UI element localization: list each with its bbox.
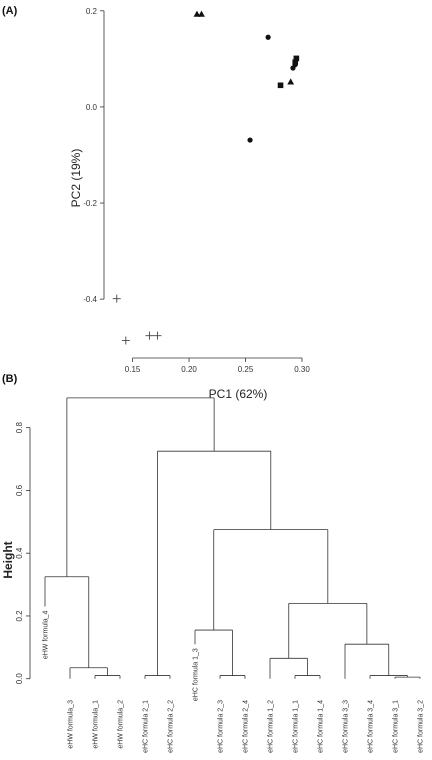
dendrogram-y-tick-label: 0.2 — [15, 610, 24, 622]
dendrogram-y-ticks: 0.0 0.2 0.4 0.6 0.8 — [15, 422, 30, 685]
pca-x-tick-label: 0.20 — [181, 365, 197, 374]
dendrogram-leaf-label: eHC formula 3_2 — [418, 700, 425, 753]
dendrogram-leaf-label: eHC formula 1_1 — [293, 700, 300, 753]
pca-point-square — [277, 82, 284, 89]
dendrogram-y-tick-label: 0.4 — [15, 547, 24, 559]
pca-point-triangle — [198, 10, 205, 17]
pca-point-plus — [153, 331, 162, 340]
dendrogram-leaf-label: eHC formula 1_4 — [318, 700, 325, 753]
dendrogram-leaf-labels: eHW formula_4 eHW formula_3 eHW formula_1 e… — [43, 610, 425, 752]
pca-x-tick-label: 0.25 — [238, 365, 254, 374]
pca-point-square — [292, 59, 299, 66]
dendrogram-y-tick-label: 0.6 — [15, 484, 24, 496]
pca-point-plus — [145, 331, 154, 340]
pca-point-triangle — [287, 78, 295, 85]
dendrogram-leaf-label: eHC formula 2_2 — [168, 700, 175, 753]
pca-y-tick-label: 0.2 — [86, 7, 98, 16]
pca-points — [112, 10, 300, 345]
dendrogram-leaf-label: eHC formula 2_4 — [243, 700, 250, 753]
pca-y-tick-label: -0.4 — [83, 295, 97, 304]
dendrogram-leaf-label: eHC formula 1_2 — [268, 700, 275, 753]
pca-point-plus — [112, 294, 121, 303]
dendrogram-tree — [44, 397, 421, 679]
dendrogram-y-tick-label: 0.8 — [15, 422, 24, 434]
dendrogram-leaf-label: eHC formula 2_1 — [143, 700, 150, 753]
pca-point-circle — [247, 137, 253, 143]
pca-y-tick-label: -0.2 — [83, 199, 97, 208]
dendrogram-y-tick-label: 0.0 — [15, 673, 24, 685]
pca-y-axis-title: PC2 (19%) — [69, 149, 83, 208]
dendrogram-leaf-label: eHC formula 2_3 — [218, 700, 225, 753]
dendrogram-leaf-label: eHW formula_3 — [68, 700, 75, 749]
dendrogram-leaf-label: eHC formula 3_3 — [343, 700, 350, 753]
pca-x-tick-label: 0.15 — [125, 365, 141, 374]
pca-point-square — [293, 55, 300, 62]
dendrogram-leaf-label: eHC formula 3_1 — [393, 700, 400, 753]
panel-a-label: (A) — [2, 5, 18, 17]
dendrogram-y-axis-title: Height — [1, 541, 15, 578]
pca-point-circle — [265, 34, 271, 40]
dendrogram-leaf-label: eHW formula_4 — [43, 610, 50, 659]
pca-x-tick-label: 0.30 — [294, 365, 310, 374]
pca-point-plus — [121, 336, 130, 345]
pca-y-ticks: -0.4 -0.2 0.0 0.2 — [83, 7, 104, 304]
pca-x-ticks: 0.15 0.20 0.25 0.30 — [125, 358, 310, 374]
dendrogram-leaf-label: eHC formula 3_4 — [368, 700, 375, 753]
dendrogram-leaf-label: eHW formula_2 — [118, 700, 125, 749]
pca-x-axis-title: PC1 (62%) — [209, 387, 268, 401]
pca-point-triangle — [193, 10, 201, 17]
dendrogram-leaf-label: eHC formula 1_3 — [193, 648, 200, 701]
pca-scatter-panel: (A) -0.4 -0.2 0.0 0.2 0.15 0.20 0.25 0.30 PC1 … — [2, 5, 310, 401]
panel-b-label: (B) — [2, 373, 18, 385]
pca-y-tick-label: 0.0 — [86, 103, 98, 112]
dendrogram-leaf-label: eHW formula_1 — [93, 700, 100, 749]
